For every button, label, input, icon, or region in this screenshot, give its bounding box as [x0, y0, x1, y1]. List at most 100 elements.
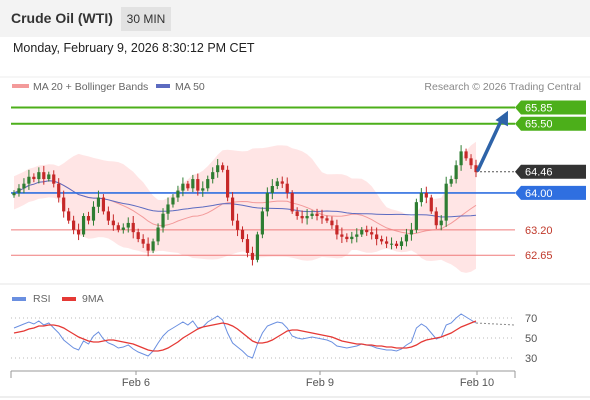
candle	[57, 178, 61, 203]
candle	[409, 222, 414, 241]
candle	[201, 181, 205, 197]
candle	[300, 210, 304, 224]
candle	[265, 187, 269, 217]
bollinger-bands	[13, 141, 477, 273]
candle	[96, 190, 101, 213]
candle	[305, 209, 309, 225]
candle	[469, 154, 473, 169]
candle	[370, 226, 374, 240]
candle	[67, 207, 71, 224]
candle	[345, 233, 349, 243]
forecast-arrow-shaft	[476, 117, 504, 172]
ma50-legend-label: MA 50	[175, 81, 205, 93]
candle	[275, 177, 279, 190]
candle	[216, 159, 220, 178]
rsi-legend-label: RSI	[33, 293, 51, 305]
rsi-tick-70: 70	[525, 313, 537, 325]
rsi-ma-legend-swatch	[62, 297, 76, 301]
candle	[404, 228, 409, 247]
candle	[360, 227, 364, 237]
timeframe-button[interactable]: 30 MIN	[121, 7, 171, 31]
candle	[295, 207, 299, 220]
candle	[176, 185, 180, 202]
rsi-legend: RSI 9MA	[12, 293, 104, 305]
candle	[221, 162, 225, 173]
rsi-ma-legend-label: 9MA	[82, 293, 104, 305]
candle	[101, 194, 106, 215]
candle	[42, 165, 46, 185]
candle	[315, 208, 319, 221]
price-level-labels: 65.85 65.50 64.46 64.00 63.20 62.65	[515, 100, 586, 262]
candle	[459, 145, 463, 171]
candle	[226, 165, 230, 202]
candle	[121, 223, 125, 234]
candle	[245, 234, 250, 258]
candle	[12, 190, 16, 198]
candle	[449, 175, 453, 187]
candle	[230, 192, 235, 226]
candle	[320, 209, 324, 224]
candle	[270, 179, 274, 200]
level-tag-64.00	[515, 185, 586, 200]
rsi-tick-30: 30	[525, 353, 537, 365]
ma50-legend-swatch	[156, 84, 170, 88]
candle	[325, 215, 329, 224]
candle	[141, 234, 145, 249]
candle	[389, 237, 394, 250]
candle	[290, 190, 294, 214]
candle	[72, 215, 76, 235]
chart-legend: MA 20 + Bollinger Bands MA 50 Research ©…	[12, 81, 581, 93]
candle	[414, 198, 418, 233]
candles	[12, 145, 478, 266]
x-tick-label: Feb 9	[306, 377, 334, 389]
level-tag-65.50	[515, 116, 586, 131]
candle	[86, 211, 91, 225]
level-tag-65.85	[515, 100, 586, 115]
candle	[380, 235, 384, 245]
candle	[365, 225, 369, 236]
candle	[111, 214, 115, 231]
candle	[350, 231, 354, 244]
rsi-ma-line	[13, 320, 477, 352]
rsi-tick-50: 50	[525, 333, 537, 345]
candle	[429, 194, 433, 214]
level-label-63.20: 63.20	[525, 225, 553, 237]
candle	[280, 176, 284, 189]
candle	[434, 207, 438, 229]
candle	[156, 223, 160, 246]
candle	[260, 207, 264, 239]
candle	[151, 238, 155, 254]
candle	[106, 206, 110, 225]
candle	[355, 228, 359, 243]
candle	[116, 222, 120, 233]
candle	[340, 227, 344, 243]
rsi-legend-swatch	[12, 297, 26, 301]
candle	[91, 201, 96, 226]
candle	[454, 160, 458, 184]
instrument-title: Crude Oil (WTI)	[11, 10, 113, 26]
level-label-62.65: 62.65	[525, 250, 553, 262]
rsi-lines	[13, 313, 516, 359]
candle	[22, 178, 26, 194]
candle	[131, 216, 135, 239]
candle	[146, 237, 150, 257]
chart-header: Crude Oil (WTI) 30 MIN	[0, 0, 590, 37]
candle	[206, 175, 210, 192]
candle	[47, 171, 51, 182]
bb-legend-swatch	[12, 84, 29, 88]
candle	[375, 227, 379, 246]
candle	[161, 208, 165, 233]
level-label-65.50: 65.50	[525, 119, 553, 131]
candle	[464, 148, 468, 161]
candle	[196, 173, 200, 196]
candle	[27, 169, 31, 190]
candle	[32, 173, 36, 183]
candle	[240, 226, 245, 243]
level-label-64.00: 64.00	[525, 188, 553, 200]
candle	[81, 213, 86, 237]
candle	[439, 215, 443, 231]
candle	[37, 167, 41, 184]
candle	[211, 167, 215, 184]
rsi-line	[13, 313, 477, 359]
